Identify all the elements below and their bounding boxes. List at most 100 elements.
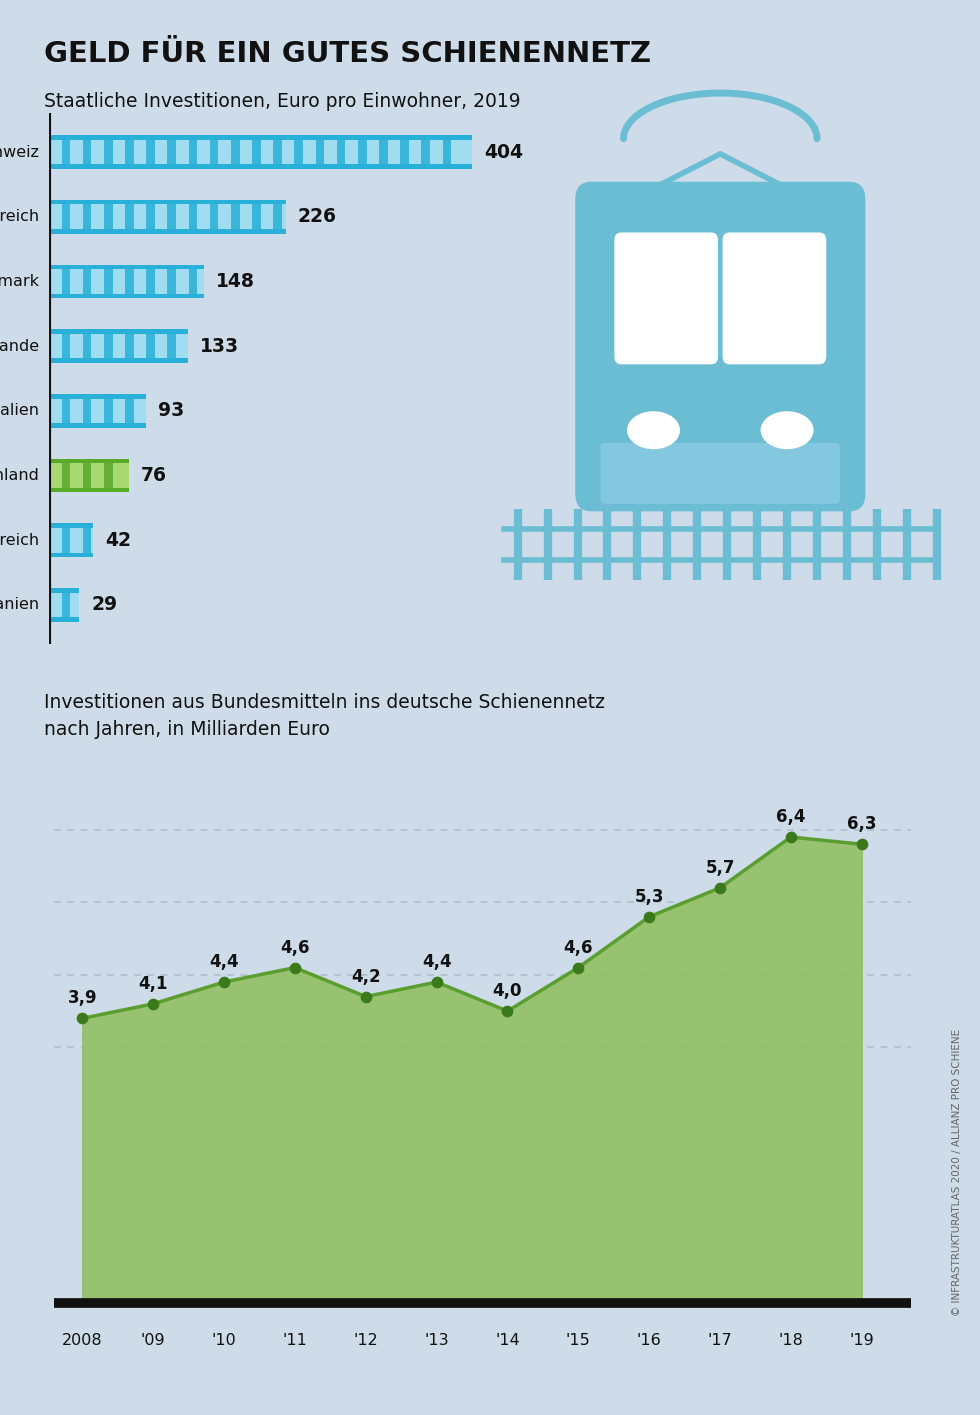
- Text: 4,1: 4,1: [138, 975, 168, 993]
- Bar: [146, 140, 155, 164]
- Bar: [125, 140, 133, 164]
- Bar: [49, 553, 93, 558]
- Text: 29: 29: [91, 596, 118, 614]
- Text: Schweiz: Schweiz: [0, 144, 39, 160]
- Text: 4,4: 4,4: [421, 954, 452, 971]
- Point: [74, 1007, 90, 1030]
- Bar: [104, 463, 113, 488]
- Bar: [104, 204, 113, 229]
- Bar: [168, 204, 176, 229]
- Point: [641, 906, 657, 928]
- Text: Deutschland: Deutschland: [0, 468, 39, 483]
- Text: 6,4: 6,4: [776, 808, 806, 826]
- Bar: [49, 229, 286, 233]
- Bar: [49, 589, 79, 593]
- Bar: [49, 294, 204, 299]
- Bar: [82, 140, 91, 164]
- Bar: [49, 617, 79, 621]
- Bar: [168, 334, 176, 358]
- Point: [500, 1000, 515, 1023]
- Bar: [421, 140, 430, 164]
- Text: Österreich: Österreich: [0, 209, 39, 224]
- Text: Dänemark: Dänemark: [0, 275, 39, 289]
- Bar: [168, 269, 176, 294]
- Bar: [294, 140, 303, 164]
- Bar: [62, 334, 71, 358]
- Text: 4,6: 4,6: [280, 938, 310, 957]
- Bar: [49, 423, 146, 427]
- Point: [712, 876, 728, 899]
- Bar: [62, 204, 71, 229]
- Bar: [125, 334, 133, 358]
- FancyBboxPatch shape: [614, 232, 718, 364]
- Bar: [125, 399, 133, 423]
- Text: 76: 76: [141, 466, 167, 485]
- Bar: [104, 399, 113, 423]
- Point: [854, 833, 869, 856]
- Bar: [146, 204, 155, 229]
- Text: 404: 404: [484, 143, 523, 161]
- Text: Frankreich: Frankreich: [0, 533, 39, 548]
- Bar: [104, 140, 113, 164]
- Text: GELD FÜR EIN GUTES SCHIENENNETZ: GELD FÜR EIN GUTES SCHIENENNETZ: [44, 40, 651, 68]
- Point: [145, 992, 161, 1015]
- Text: 4,0: 4,0: [493, 982, 522, 1000]
- Bar: [49, 358, 188, 364]
- Text: 4,2: 4,2: [351, 968, 380, 986]
- FancyBboxPatch shape: [601, 443, 840, 504]
- Bar: [49, 393, 146, 399]
- Bar: [82, 269, 91, 294]
- Bar: [49, 330, 188, 364]
- FancyBboxPatch shape: [722, 232, 826, 364]
- Bar: [104, 269, 113, 294]
- Bar: [49, 265, 204, 269]
- Text: 4,6: 4,6: [564, 938, 593, 957]
- Bar: [188, 204, 197, 229]
- Text: 93: 93: [159, 402, 185, 420]
- Bar: [49, 393, 146, 427]
- Text: 148: 148: [217, 272, 255, 291]
- Bar: [62, 463, 71, 488]
- Ellipse shape: [760, 412, 813, 449]
- Bar: [188, 140, 197, 164]
- Bar: [82, 204, 91, 229]
- Bar: [82, 463, 91, 488]
- Bar: [358, 140, 367, 164]
- Bar: [443, 140, 451, 164]
- Bar: [125, 204, 133, 229]
- Point: [358, 985, 373, 1007]
- Bar: [273, 140, 282, 164]
- Bar: [400, 140, 409, 164]
- Text: 133: 133: [200, 337, 239, 355]
- Bar: [337, 140, 345, 164]
- Bar: [49, 330, 188, 334]
- Bar: [62, 528, 71, 553]
- Point: [217, 971, 232, 993]
- Bar: [49, 458, 128, 463]
- Point: [428, 971, 444, 993]
- Bar: [49, 136, 472, 140]
- Bar: [125, 269, 133, 294]
- Bar: [62, 140, 71, 164]
- Text: Investitionen aus Bundesmitteln ins deutsche Schienennetz
nach Jahren, in Millia: Investitionen aus Bundesmitteln ins deut…: [44, 693, 605, 739]
- Point: [287, 957, 303, 979]
- Text: Spanien: Spanien: [0, 597, 39, 613]
- Ellipse shape: [627, 412, 680, 449]
- Bar: [104, 334, 113, 358]
- Bar: [231, 204, 239, 229]
- Bar: [49, 524, 93, 528]
- Bar: [49, 164, 472, 168]
- Text: 226: 226: [298, 207, 337, 226]
- Bar: [62, 269, 71, 294]
- Text: Staatliche Investitionen, Euro pro Einwohner, 2019: Staatliche Investitionen, Euro pro Einwo…: [44, 92, 520, 110]
- Bar: [49, 136, 472, 168]
- Text: Italien: Italien: [0, 403, 39, 419]
- Bar: [273, 204, 282, 229]
- Bar: [210, 204, 219, 229]
- Bar: [252, 204, 261, 229]
- Point: [570, 957, 586, 979]
- Bar: [252, 140, 261, 164]
- Bar: [82, 528, 91, 553]
- Text: Niederlande: Niederlande: [0, 338, 39, 354]
- Bar: [49, 589, 79, 621]
